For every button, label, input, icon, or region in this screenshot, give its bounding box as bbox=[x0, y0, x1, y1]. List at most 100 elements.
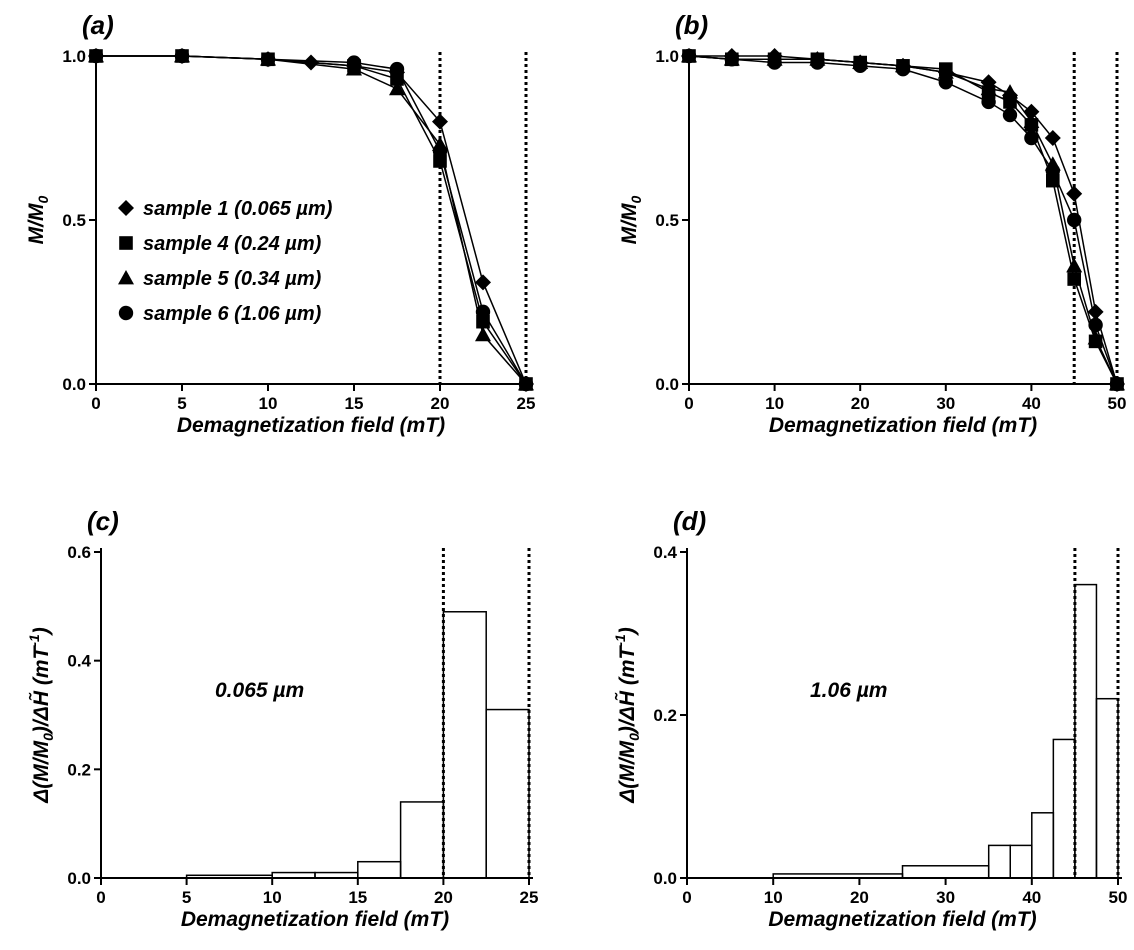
y-tick-label: 0.0 bbox=[655, 375, 679, 394]
y-tick-label: 0.4 bbox=[653, 543, 677, 562]
data-point bbox=[1045, 163, 1061, 178]
x-axis-label: Demagnetization field (mT) bbox=[181, 908, 449, 931]
data-point bbox=[475, 304, 491, 320]
legend-marker bbox=[118, 200, 134, 216]
data-point bbox=[389, 80, 405, 96]
data-point bbox=[937, 64, 954, 79]
legend-marker bbox=[118, 270, 134, 285]
x-tick-label: 0 bbox=[91, 394, 100, 413]
y-tick-label: 0.5 bbox=[655, 211, 679, 230]
x-tick-label: 0 bbox=[682, 888, 691, 907]
data-point bbox=[518, 376, 534, 392]
x-tick-label: 50 bbox=[1108, 394, 1127, 413]
histogram-bar bbox=[185, 874, 273, 879]
x-tick-label: 15 bbox=[348, 888, 367, 907]
x-tick-label: 10 bbox=[765, 394, 784, 413]
x-tick-label: 0 bbox=[96, 888, 105, 907]
series-line bbox=[688, 55, 1118, 385]
y-axis-label: Δ(M/M0)/ΔH̃ (mT-1) bbox=[612, 627, 642, 804]
x-tick-label: 20 bbox=[850, 888, 869, 907]
data-point bbox=[1044, 130, 1061, 146]
legend-entry: sample 1 (0.065 µm) bbox=[143, 198, 333, 220]
panel-label: (a) bbox=[82, 10, 114, 40]
x-tick-label: 25 bbox=[517, 394, 536, 413]
data-point bbox=[475, 326, 491, 342]
y-tick-label: 0.2 bbox=[67, 760, 91, 779]
panel-c: 0 5 10 15 20 25 0.0 0.2 0.4 0.6 (c) Demagnetization… bbox=[26, 506, 538, 931]
y-axis-label: Δ(M/M0)/ΔH̃ (mT-1) bbox=[26, 627, 56, 804]
series-line bbox=[96, 55, 527, 385]
histogram-bar bbox=[357, 860, 402, 879]
data-point bbox=[1087, 330, 1104, 345]
data-point bbox=[981, 94, 996, 110]
data-point bbox=[1109, 376, 1125, 392]
x-tick-label: 10 bbox=[263, 888, 282, 907]
x-axis-label: Demagnetization field (mT) bbox=[768, 908, 1036, 931]
series-line bbox=[688, 55, 1118, 385]
annotation: 1.06 µm bbox=[810, 679, 887, 702]
y-axis-label: M/M0 bbox=[25, 195, 51, 244]
histogram-bar bbox=[485, 708, 530, 879]
data-point bbox=[389, 61, 405, 77]
x-tick-label: 20 bbox=[851, 394, 870, 413]
data-point bbox=[980, 80, 997, 96]
series-line bbox=[689, 55, 1118, 385]
panel-label: (d) bbox=[673, 506, 706, 536]
data-point bbox=[938, 75, 953, 90]
x-tick-label: 10 bbox=[764, 888, 783, 907]
legend-entry: sample 4 (0.24 µm) bbox=[143, 233, 322, 255]
panel-label: (b) bbox=[675, 10, 708, 40]
y-tick-label: 0.4 bbox=[67, 652, 91, 671]
data-point bbox=[895, 61, 911, 77]
x-tick-label: 5 bbox=[182, 888, 191, 907]
x-tick-label: 40 bbox=[1022, 888, 1041, 907]
y-tick-label: 0.0 bbox=[653, 869, 677, 888]
y-tick-label: 1.0 bbox=[62, 47, 86, 66]
histogram-bar bbox=[1031, 812, 1055, 879]
x-tick-label: 30 bbox=[936, 394, 955, 413]
data-point bbox=[475, 274, 491, 291]
data-point bbox=[1024, 130, 1039, 146]
panel-a: 0 5 10 15 20 25 0.0 0.5 1.0 (a) Demagnetization fi… bbox=[25, 10, 535, 437]
y-axis-label: M/M0 bbox=[618, 195, 644, 244]
data-point bbox=[1002, 107, 1018, 123]
histogram-bar bbox=[1052, 738, 1076, 879]
x-tick-label: 20 bbox=[434, 888, 453, 907]
histogram-bar bbox=[442, 611, 487, 879]
annotation: 0.065 µm bbox=[215, 679, 304, 702]
x-axis-label: Demagnetization field (mT) bbox=[769, 414, 1037, 437]
data-point bbox=[681, 48, 697, 64]
x-tick-label: 50 bbox=[1109, 888, 1128, 907]
x-tick-label: 0 bbox=[684, 394, 693, 413]
data-point bbox=[810, 55, 825, 70]
series-line bbox=[96, 55, 527, 385]
data-point bbox=[1023, 113, 1040, 128]
data-point bbox=[432, 113, 448, 130]
data-point bbox=[346, 55, 362, 70]
histogram-bar bbox=[1009, 844, 1033, 879]
x-tick-label: 20 bbox=[431, 394, 450, 413]
legend-marker bbox=[119, 236, 133, 250]
legend-entry: sample 5 (0.34 µm) bbox=[143, 268, 322, 290]
data-point bbox=[174, 48, 190, 64]
data-point bbox=[1003, 95, 1017, 109]
data-point bbox=[1002, 84, 1018, 99]
data-point bbox=[1088, 317, 1103, 333]
legend-marker bbox=[118, 305, 134, 321]
y-tick-label: 0.6 bbox=[67, 543, 91, 562]
series-line bbox=[96, 55, 527, 385]
data-point bbox=[260, 52, 276, 67]
series-line bbox=[688, 55, 1118, 385]
series-line bbox=[96, 55, 527, 385]
panel-label: (c) bbox=[87, 506, 119, 536]
data-point bbox=[724, 52, 739, 67]
data-point bbox=[432, 143, 448, 159]
histogram-bar bbox=[987, 844, 1012, 879]
histogram-bar bbox=[399, 801, 445, 879]
x-tick-label: 15 bbox=[345, 394, 364, 413]
legend-entry: sample 6 (1.06 µm) bbox=[143, 303, 322, 325]
x-tick-label: 40 bbox=[1022, 394, 1041, 413]
x-tick-label: 25 bbox=[520, 888, 539, 907]
y-tick-label: 0.2 bbox=[653, 706, 677, 725]
